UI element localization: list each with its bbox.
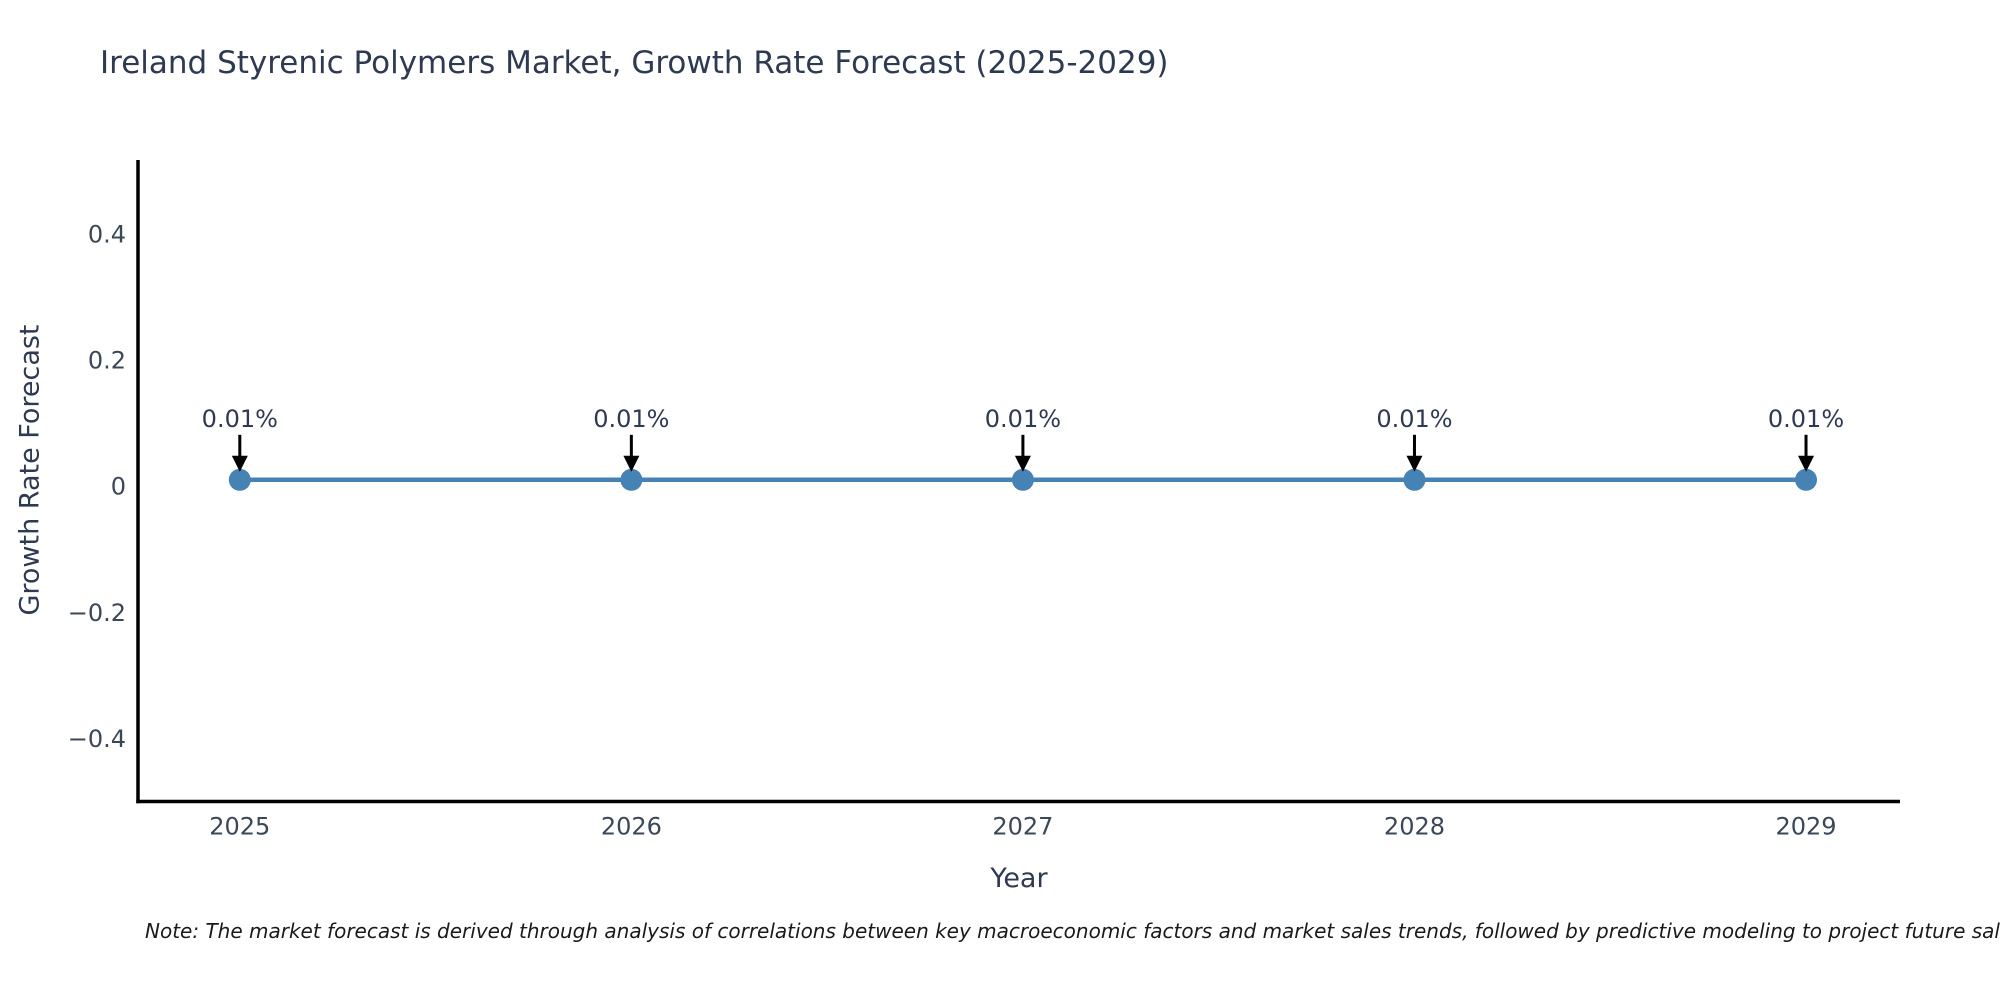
annotation-arrow-head: [231, 455, 248, 472]
y-tick-label: −0.2: [68, 599, 126, 627]
x-tick-label: 2026: [601, 813, 662, 841]
x-tick-label: 2029: [1775, 813, 1836, 841]
annotation-arrow-head: [623, 455, 640, 472]
annotation-arrow-head: [1798, 455, 1815, 472]
data-point-marker: [620, 468, 643, 491]
y-tick-label: −0.4: [68, 725, 126, 753]
chart-footnote: Note: The market forecast is derived thr…: [145, 919, 2000, 943]
x-tick-label: 2025: [209, 813, 270, 841]
data-point-marker: [1795, 468, 1818, 491]
point-annotation: 0.01%: [985, 405, 1061, 433]
chart-title: Ireland Styrenic Polymers Market, Growth…: [100, 45, 1169, 81]
y-tick-label: 0.2: [88, 346, 126, 374]
data-point-marker: [228, 468, 251, 491]
y-tick-label: 0: [111, 473, 126, 501]
x-axis-title: Year: [990, 863, 1048, 894]
data-point-marker: [1011, 468, 1034, 491]
point-annotation: 0.01%: [1768, 405, 1844, 433]
annotation-arrow-head: [1014, 455, 1031, 472]
point-annotation: 0.01%: [1376, 405, 1452, 433]
y-tick-label: 0.4: [88, 220, 126, 248]
x-tick-label: 2027: [992, 813, 1053, 841]
point-annotation: 0.01%: [202, 405, 278, 433]
annotation-arrow-head: [1406, 455, 1423, 472]
data-point-marker: [1403, 468, 1426, 491]
x-tick-label: 2028: [1384, 813, 1445, 841]
point-annotation: 0.01%: [593, 405, 669, 433]
